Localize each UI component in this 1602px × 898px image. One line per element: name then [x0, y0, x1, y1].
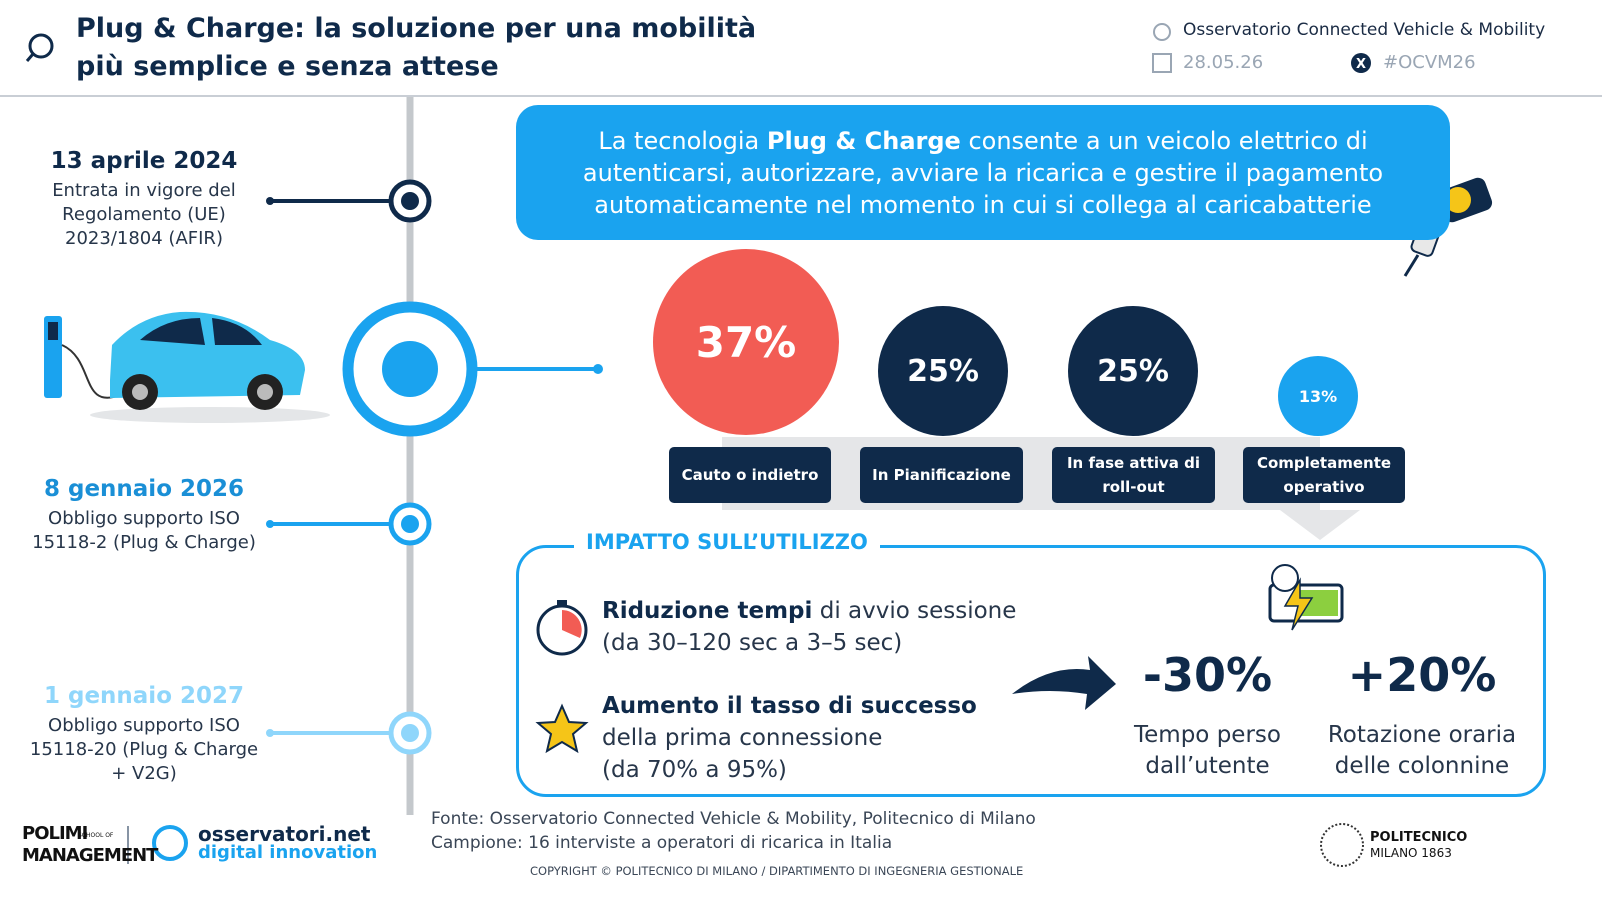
logo-text: osservatori.net: [198, 822, 371, 846]
org-icon: [1153, 23, 1171, 41]
impact-title: IMPATTO SULL’UTILIZZO: [574, 530, 880, 554]
stat-value: -30%: [1142, 648, 1273, 702]
logo-text: MILANO 1863: [1370, 846, 1452, 860]
logo-text: digital innovation: [198, 842, 378, 863]
connector-dot: [266, 520, 274, 528]
item-detail: (da 30–120 sec a 3–5 sec): [602, 630, 903, 656]
logo-icon: [152, 825, 188, 861]
item-bold: Riduzione tempi: [602, 598, 813, 624]
intro-text: consente a un veicolo elettrico di auten…: [582, 126, 1384, 219]
stat-value: +20%: [1347, 648, 1497, 702]
stage-label: Completamente operativo: [1243, 447, 1405, 503]
stage-bubble: 25%: [1068, 306, 1198, 436]
stage-bubble: 25%: [878, 306, 1008, 436]
item-detail: (da 70% a 95%): [602, 757, 787, 783]
copyright: COPYRIGHT © POLITECNICO DI MILANO / DIPA…: [530, 864, 1024, 878]
intro-text: La tecnologia Plug & Charge consente a u…: [536, 125, 1430, 221]
logo-icon: [25, 53, 35, 62]
impact-item: Aumento il tasso di successo della prima…: [602, 690, 1022, 786]
timeline-date: 13 aprile 2024: [50, 148, 238, 174]
stage-label: In fase attiva di roll-out: [1052, 447, 1215, 503]
car-illustration: [44, 311, 330, 423]
star-icon: [535, 703, 589, 754]
organization: Osservatorio Connected Vehicle & Mobilit…: [1183, 20, 1546, 40]
timeline-node-current: [382, 341, 438, 397]
timeline-text: Obbligo supporto ISO 15118-2 (Plug & Cha…: [32, 508, 256, 553]
stopwatch-icon: [536, 600, 588, 656]
item-bold: Aumento il tasso di successo: [602, 693, 977, 719]
stage-bubble: 37%: [653, 249, 839, 435]
stage-bubble: 13%: [1278, 356, 1358, 436]
arrow-icon: [1012, 656, 1116, 710]
item-text: di avvio sessione: [812, 598, 1017, 624]
intro-box: La tecnologia Plug & Charge consente a u…: [516, 105, 1450, 240]
stat-label: Tempo perso dall’utente: [1134, 722, 1281, 779]
x-icon: X: [1356, 57, 1366, 72]
title: Plug & Charge: la soluzione per una mobi…: [76, 10, 756, 86]
source: Fonte: Osservatorio Connected Vehicle & …: [431, 809, 1036, 829]
item-text: della prima connessione: [602, 725, 883, 751]
logo-text: POLITECNICO: [1370, 830, 1468, 845]
connector-dot: [593, 364, 603, 374]
logo-text: SCHOOL OF: [78, 832, 114, 839]
sample: Campione: 16 interviste a operatori di r…: [431, 833, 893, 853]
impact-box: [516, 545, 1546, 797]
hashtag: #OCVM26: [1383, 52, 1476, 73]
connector-dot: [266, 197, 274, 205]
x-icon: [1351, 53, 1371, 73]
timeline-node: [401, 192, 419, 210]
timeline-node: [401, 515, 419, 533]
logo-seal: [1320, 823, 1364, 867]
title-line: Plug & Charge: la soluzione per una mobi…: [76, 13, 757, 44]
date: 28.05.26: [1183, 52, 1264, 73]
stat-label: Rotazione oraria delle colonnine: [1327, 722, 1517, 779]
stage-label: Cauto o indietro: [669, 447, 831, 503]
connector-dot: [266, 729, 274, 737]
timeline-date: 1 gennaio 2027: [43, 683, 245, 709]
timeline-text: Entrata in vigore del Regolamento (UE) 2…: [52, 180, 236, 249]
timeline-text: Obbligo supporto ISO 15118-20 (Plug & Ch…: [29, 715, 259, 784]
calendar-icon: [1152, 53, 1172, 73]
logo-text: POLIMI: [22, 823, 88, 844]
stage-label: In Pianificazione: [860, 447, 1023, 503]
intro-text: La tecnologia: [598, 126, 767, 155]
battery-icon: [1268, 564, 1344, 631]
timeline-date: 8 gennaio 2026: [43, 476, 245, 502]
timeline-node: [401, 724, 419, 742]
logo-text: MANAGEMENT: [22, 845, 158, 866]
intro-bold: Plug & Charge: [766, 126, 961, 155]
impact-item: Riduzione tempi di avvio sessione (da 30…: [602, 595, 1122, 659]
logo-icon: [28, 33, 54, 59]
title-line: più semplice e senza attese: [76, 51, 499, 82]
